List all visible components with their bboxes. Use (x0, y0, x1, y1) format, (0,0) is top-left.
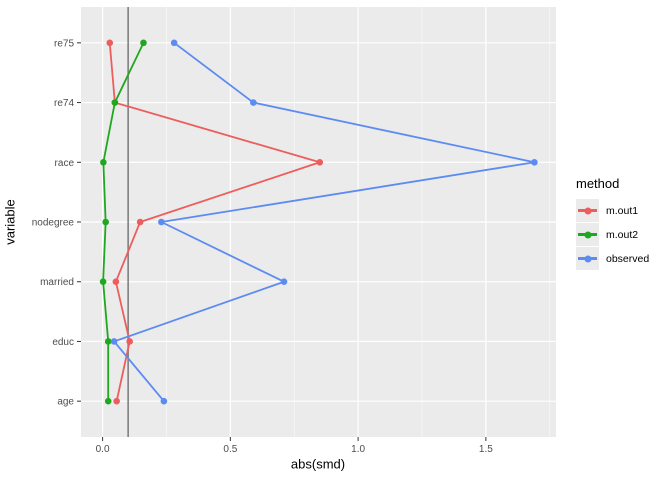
data-point-observed-married (280, 278, 288, 286)
data-point-m.out2-re75 (140, 39, 147, 47)
y-tick-label: nodegree (32, 218, 75, 229)
data-point-m.out2-re74 (111, 99, 119, 106)
legend-point-icon (584, 207, 591, 214)
data-point-observed-race (531, 158, 538, 166)
x-tick-label: 1.0 (351, 444, 365, 455)
y-tick-label: re75 (54, 38, 74, 49)
legend-label: m.out2 (606, 228, 639, 241)
legend-key-swatch (576, 199, 599, 222)
y-tick-label: age (57, 397, 74, 408)
data-point-observed-re75 (170, 39, 178, 47)
x-tick-label: 0.0 (96, 444, 110, 455)
legend-key-swatch (576, 247, 599, 270)
data-point-m.out1-educ (126, 338, 133, 345)
data-point-m.out1-race (316, 158, 324, 166)
data-point-m.out2-nodegree (102, 218, 109, 226)
data-point-m.out1-married (112, 278, 120, 286)
y-tick-label: race (55, 158, 75, 169)
data-point-m.out2-educ (104, 338, 112, 345)
data-point-observed-age (160, 397, 168, 405)
legend-title: method (576, 176, 620, 191)
y-tick-label: educ (52, 337, 74, 348)
legend-item-m-out2: m.out2 (576, 223, 649, 246)
legend-item-m-out1: m.out1 (576, 199, 649, 222)
legend-label: observed (606, 252, 650, 265)
data-point-observed-educ (110, 338, 118, 345)
y-tick-label: married (40, 277, 74, 288)
legend-key-swatch (576, 223, 599, 246)
legend-point-icon (584, 255, 591, 262)
data-point-observed-nodegree (158, 218, 165, 226)
data-point-m.out1-nodegree (136, 218, 144, 226)
data-point-m.out2-race (100, 158, 107, 166)
y-tick-label: re74 (54, 98, 74, 109)
data-point-observed-re74 (250, 99, 257, 106)
x-tick-label: 1.5 (479, 444, 493, 455)
data-point-m.out2-married (99, 278, 107, 286)
y-axis-title: variable (2, 199, 18, 245)
legend-label: m.out1 (606, 204, 639, 217)
data-point-m.out1-re75 (106, 39, 114, 47)
x-tick-label: 0.5 (223, 444, 237, 455)
legend-point-icon (584, 231, 591, 238)
data-point-m.out1-age (113, 397, 120, 405)
x-axis-title: abs(smd) (290, 456, 346, 472)
data-point-m.out2-age (104, 397, 112, 405)
legend: method m.out1 m.out2 observed (576, 176, 649, 271)
legend-item-observed: observed (576, 247, 649, 270)
